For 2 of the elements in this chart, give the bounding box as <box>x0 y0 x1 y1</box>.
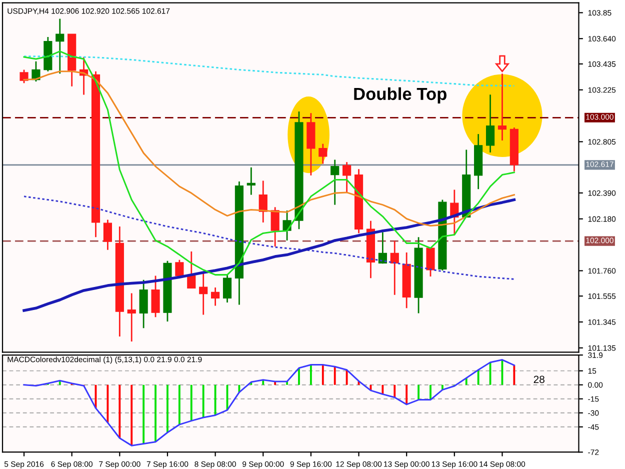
annotation: Double Top <box>354 87 446 104</box>
text: 28 <box>534 376 544 384</box>
